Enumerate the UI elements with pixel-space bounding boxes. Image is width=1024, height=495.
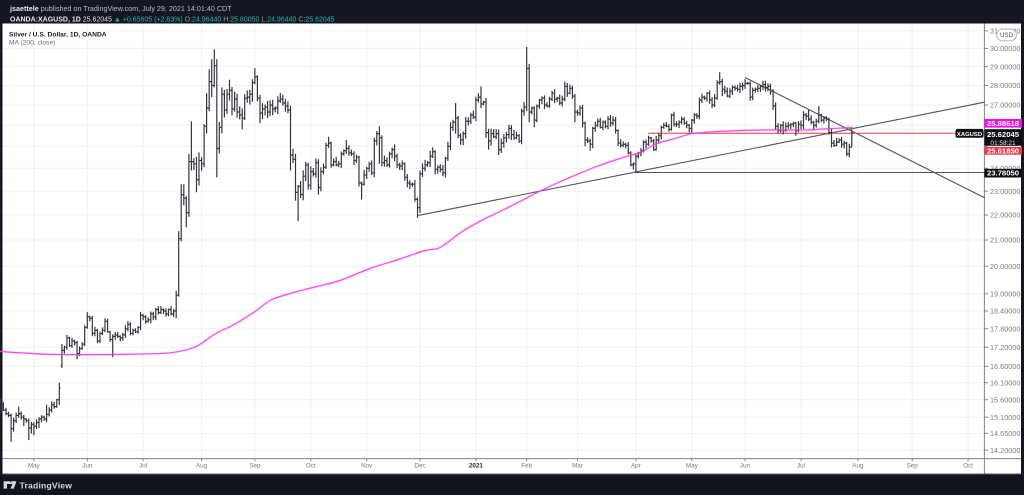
svg-text:OANDA:XAGUSD, 1D 25.62045 ▲ +0: OANDA:XAGUSD, 1D 25.62045 ▲ +0.65605 (+2… [10, 16, 335, 23]
svg-text:20.00000: 20.00000 [990, 262, 1020, 271]
svg-text:Oct: Oct [963, 463, 973, 470]
svg-text:17.80000: 17.80000 [990, 325, 1020, 334]
svg-text:Dec: Dec [414, 463, 425, 470]
svg-text:MA (200, close): MA (200, close) [9, 40, 55, 47]
svg-text:16.10000: 16.10000 [990, 378, 1020, 387]
svg-text:USD: USD [1000, 32, 1014, 39]
svg-text:Apr: Apr [631, 463, 641, 470]
svg-text:30.00000: 30.00000 [990, 44, 1020, 53]
svg-text:27.00000: 27.00000 [990, 101, 1020, 110]
svg-text:15.60000: 15.60000 [990, 395, 1020, 404]
svg-text:Silver / U.S. Dollar, 1D, OAND: Silver / U.S. Dollar, 1D, OANDA [9, 32, 107, 39]
svg-text:25.62045: 25.62045 [987, 130, 1020, 139]
svg-text:01:58:21: 01:58:21 [990, 140, 1016, 147]
svg-text:15.10000: 15.10000 [990, 413, 1020, 422]
svg-text:Jun: Jun [740, 463, 751, 470]
svg-text:16.60000: 16.60000 [990, 362, 1020, 371]
svg-text:Jun: Jun [82, 463, 93, 470]
svg-text:25.88618: 25.88618 [987, 119, 1020, 128]
svg-text:14.20000: 14.20000 [990, 446, 1020, 455]
svg-text:19.00000: 19.00000 [990, 290, 1020, 299]
svg-text:jsaettele published on Trading: jsaettele published on TradingView.com, … [9, 4, 232, 13]
svg-text:May: May [686, 463, 699, 470]
svg-text:29.00000: 29.00000 [990, 62, 1020, 71]
svg-text:Aug: Aug [852, 463, 864, 470]
svg-text:23.00000: 23.00000 [990, 187, 1020, 196]
svg-text:14.65000: 14.65000 [990, 429, 1020, 438]
svg-text:Jul: Jul [139, 463, 147, 470]
svg-text:May: May [28, 463, 41, 470]
svg-text:Sep: Sep [249, 463, 261, 470]
svg-text:Sep: Sep [907, 463, 919, 470]
svg-text:23.78050: 23.78050 [987, 169, 1019, 178]
svg-text:21.00000: 21.00000 [990, 236, 1020, 245]
svg-text:XAGUSD: XAGUSD [957, 132, 982, 138]
svg-text:Oct: Oct [306, 463, 316, 470]
svg-text:18.40000: 18.40000 [990, 307, 1020, 316]
svg-text:28.00000: 28.00000 [990, 81, 1020, 90]
svg-text:Feb: Feb [521, 463, 532, 470]
svg-text:24.00000: 24.00000 [990, 164, 1020, 173]
svg-text:Aug: Aug [196, 463, 208, 470]
svg-text:Mar: Mar [572, 463, 583, 470]
svg-text:22.00000: 22.00000 [990, 211, 1020, 220]
svg-text:25.61850: 25.61850 [987, 146, 1019, 155]
svg-text:Jul: Jul [797, 463, 805, 470]
svg-text:17.20000: 17.20000 [990, 343, 1020, 352]
svg-text:Nov: Nov [361, 463, 373, 470]
svg-text:TradingView: TradingView [20, 481, 73, 491]
svg-text:2021: 2021 [469, 463, 484, 470]
